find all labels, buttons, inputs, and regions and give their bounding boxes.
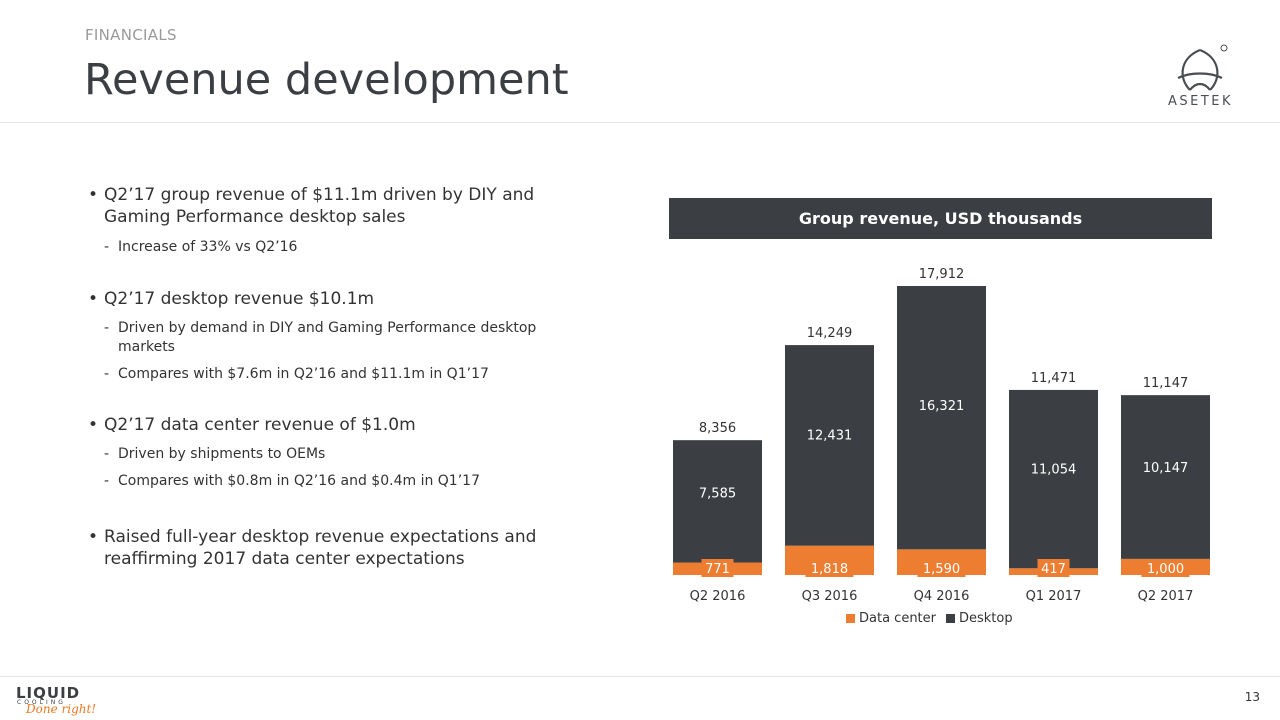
- footer-divider: [0, 676, 1280, 677]
- data-label-data-center: 1,000: [1147, 562, 1184, 577]
- sub-bullet-text: Increase of 33% vs Q2’16: [118, 239, 298, 255]
- sub-bullet-text: Compares with $0.8m in Q2’16 and $0.4m i…: [118, 473, 480, 489]
- section-label: FINANCIALS: [85, 26, 177, 44]
- total-label: 17,912: [919, 267, 965, 282]
- header-divider: [0, 122, 1280, 123]
- legend-label: Data center: [859, 611, 936, 626]
- total-label: 8,356: [699, 421, 736, 436]
- dash-mark: -: [104, 446, 110, 462]
- dash-mark: -: [104, 366, 110, 382]
- bullet-item: • Q2’17 group revenue of $11.1m driven b…: [88, 184, 558, 228]
- bullet-text: Raised full-year desktop revenue expecta…: [104, 527, 537, 569]
- data-label-desktop: 12,431: [807, 428, 853, 443]
- total-label: 11,147: [1143, 376, 1189, 391]
- footer-logo-line1: LIQUID: [16, 684, 81, 702]
- data-label-data-center: 771: [705, 562, 730, 577]
- bullet-item: • Raised full-year desktop revenue expec…: [88, 526, 538, 570]
- legend-item-data-center: Data center: [846, 611, 936, 626]
- data-label-box: [805, 559, 854, 577]
- data-label-desktop: 11,054: [1031, 463, 1077, 478]
- data-label-box: [1037, 559, 1070, 577]
- chart-legend: Data center Desktop: [846, 611, 1017, 626]
- footer-logo-line2: COOLING: [17, 699, 66, 706]
- data-label-data-center: 1,590: [923, 562, 960, 577]
- total-label: 11,471: [1031, 371, 1077, 386]
- sub-bullet-item: - Driven by shipments to OEMs: [104, 445, 325, 464]
- bar-desktop: [1009, 389, 1098, 569]
- logo-text: ASETEK: [1168, 94, 1234, 109]
- bullet-mark: •: [88, 185, 99, 205]
- bar-desktop: [785, 345, 874, 546]
- chart-title: Group revenue, USD thousands: [669, 198, 1212, 239]
- sub-bullet-item: - Driven by demand in DIY and Gaming Per…: [104, 319, 554, 357]
- sub-bullet-text: Compares with $7.6m in Q2’16 and $11.1m …: [118, 366, 489, 382]
- data-label-box: [1141, 559, 1190, 577]
- legend-swatch-desktop: [946, 614, 955, 623]
- bullet-text: Q2’17 data center revenue of $1.0m: [104, 415, 416, 435]
- bullet-mark: •: [88, 289, 99, 309]
- footer-logo-line3: Done right!: [26, 702, 97, 716]
- dash-mark: -: [104, 239, 110, 255]
- x-tick-label: Q3 2016: [802, 589, 858, 604]
- bullet-item: • Q2’17 data center revenue of $1.0m: [88, 414, 416, 436]
- data-label-box: [917, 559, 966, 577]
- page-number: 13: [1244, 690, 1260, 704]
- x-tick-label: Q2 2016: [690, 589, 746, 604]
- legend-item-desktop: Desktop: [946, 611, 1013, 626]
- total-label: 14,249: [807, 326, 853, 341]
- bar-desktop: [1121, 395, 1210, 559]
- data-label-data-center: 417: [1041, 562, 1066, 577]
- page-title: Revenue development: [84, 55, 569, 105]
- data-label-box: [701, 559, 734, 577]
- dash-mark: -: [104, 320, 110, 336]
- bar-desktop: [897, 286, 986, 550]
- bullet-mark: •: [88, 415, 99, 435]
- bullet-item: • Q2’17 desktop revenue $10.1m: [88, 288, 374, 310]
- sub-bullet-item: - Compares with $7.6m in Q2’16 and $11.1…: [104, 365, 489, 384]
- x-tick-label: Q4 2016: [914, 589, 970, 604]
- bullet-mark: •: [88, 527, 99, 547]
- bullet-text: Q2’17 desktop revenue $10.1m: [104, 289, 375, 309]
- data-label-data-center: 1,818: [811, 562, 848, 577]
- asetek-logo-icon: [1177, 44, 1228, 91]
- bullet-text: Q2’17 group revenue of $11.1m driven by …: [104, 185, 535, 227]
- legend-label: Desktop: [959, 611, 1013, 626]
- x-tick-label: Q1 2017: [1026, 589, 1082, 604]
- sub-bullet-text: Driven by shipments to OEMs: [118, 446, 326, 462]
- data-label-desktop: 7,585: [699, 487, 736, 502]
- sub-bullet-item: - Increase of 33% vs Q2’16: [104, 238, 297, 257]
- liquid-cooling-logo: LIQUID COOLING Done right!: [16, 684, 126, 718]
- sub-bullet-text: Driven by demand in DIY and Gaming Perfo…: [118, 320, 537, 355]
- legend-swatch-data-center: [846, 614, 855, 623]
- dash-mark: -: [104, 473, 110, 489]
- x-tick-label: Q2 2017: [1138, 589, 1194, 604]
- sub-bullet-item: - Compares with $0.8m in Q2’16 and $0.4m…: [104, 472, 480, 491]
- data-label-desktop: 10,147: [1143, 461, 1189, 476]
- bar-desktop: [673, 440, 762, 563]
- data-label-desktop: 16,321: [919, 399, 965, 414]
